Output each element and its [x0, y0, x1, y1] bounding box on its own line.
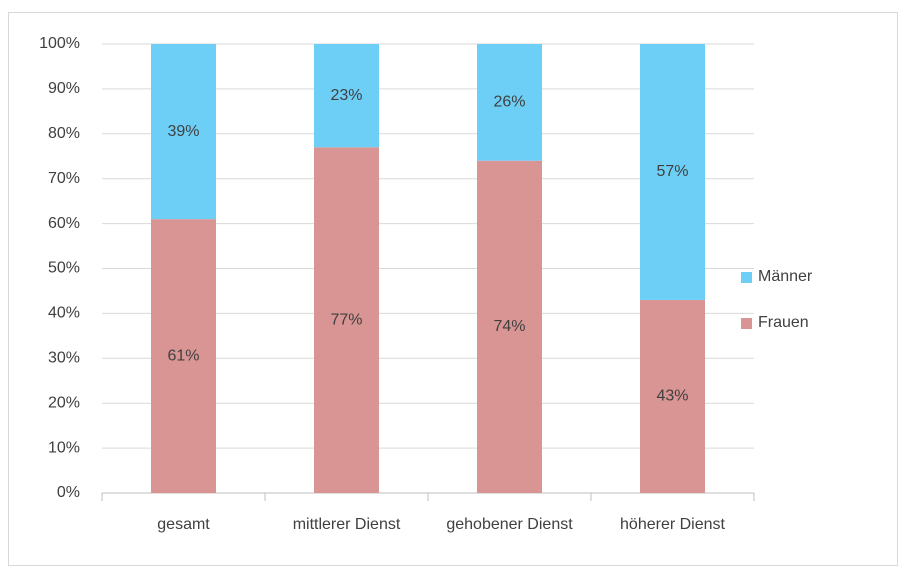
legend-swatch — [741, 318, 752, 329]
data-label: 23% — [330, 87, 362, 104]
chart-border — [8, 12, 898, 566]
bar-segment — [640, 299, 705, 493]
y-tick-label: 30% — [48, 350, 80, 367]
y-tick-label: 100% — [39, 35, 80, 52]
y-tick-label: 80% — [48, 125, 80, 142]
bar-segment — [477, 44, 542, 161]
x-tick-label: gehobener Dienst — [446, 516, 573, 533]
bar-segment — [314, 147, 379, 493]
bar-segment — [314, 44, 379, 148]
data-label: 39% — [167, 123, 199, 140]
x-tick-label: gesamt — [157, 516, 210, 533]
y-tick-label: 70% — [48, 170, 80, 187]
y-tick-label: 40% — [48, 305, 80, 322]
x-tick-label: mittlerer Dienst — [293, 516, 401, 533]
y-tick-label: 60% — [48, 215, 80, 232]
data-label: 43% — [656, 388, 688, 405]
data-label: 26% — [493, 94, 525, 111]
legend-swatch — [741, 272, 752, 283]
legend-label: Männer — [758, 268, 813, 285]
data-label: 74% — [493, 318, 525, 335]
bar-segment — [151, 44, 216, 220]
y-tick-label: 90% — [48, 80, 80, 97]
legend-label: Frauen — [758, 314, 809, 331]
y-tick-label: 0% — [57, 484, 80, 501]
bar-segment — [151, 219, 216, 494]
bar-segment — [640, 44, 705, 300]
data-label: 61% — [167, 347, 199, 364]
x-tick-label: höherer Dienst — [620, 516, 726, 533]
y-tick-label: 10% — [48, 439, 80, 456]
data-label: 57% — [656, 163, 688, 180]
y-tick-label: 20% — [48, 394, 80, 411]
y-tick-label: 50% — [48, 260, 80, 277]
bar-segment — [477, 160, 542, 494]
data-label: 77% — [330, 311, 362, 328]
